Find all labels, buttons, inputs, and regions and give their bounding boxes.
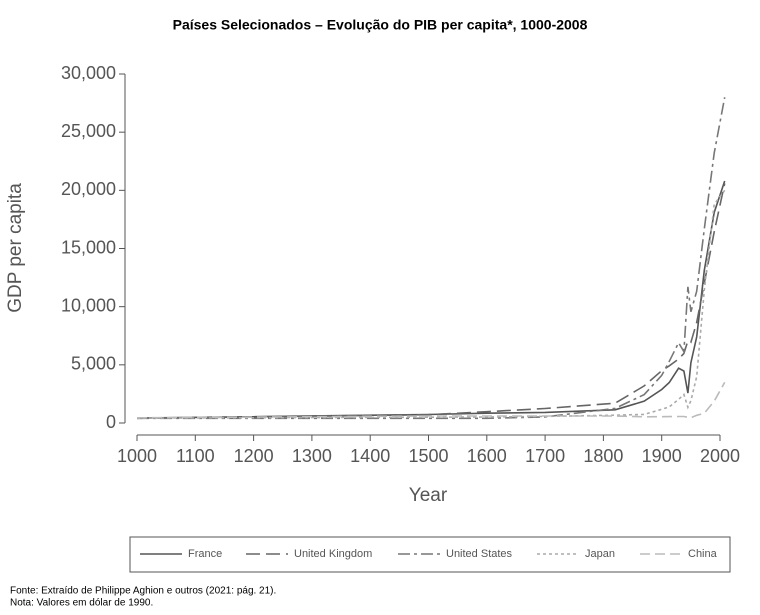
y-tick-label: 30,000 <box>61 63 116 83</box>
x-tick-label: 2000 <box>700 446 740 466</box>
legend-label: Japan <box>585 548 615 560</box>
legend-label: France <box>188 548 222 560</box>
series-line <box>136 180 726 419</box>
x-tick-label: 1100 <box>176 446 215 466</box>
value-note: Nota: Valores em dólar de 1990. <box>10 598 153 609</box>
x-tick-label: 1900 <box>642 446 682 466</box>
series-line <box>136 189 726 419</box>
x-tick-label: 1500 <box>408 446 448 466</box>
x-tick-label: 1600 <box>467 446 507 466</box>
y-axis-label: GDP per capita <box>5 183 26 313</box>
x-tick-label: 1000 <box>117 446 157 466</box>
x-tick-label: 1300 <box>292 446 332 466</box>
x-tick-label: 1400 <box>350 446 390 466</box>
y-tick-label: 5,000 <box>71 354 116 374</box>
x-tick-label: 1200 <box>234 446 274 466</box>
y-tick-label: 25,000 <box>61 121 116 141</box>
series-line <box>136 381 726 419</box>
y-tick-label: 15,000 <box>61 237 116 257</box>
x-tick-label: 1800 <box>583 446 623 466</box>
x-axis-label: Year <box>409 485 448 506</box>
x-tick-label: 1700 <box>525 446 565 466</box>
y-tick-label: 20,000 <box>61 179 116 199</box>
source-note: Fonte: Extraído de Philippe Aghion e out… <box>10 586 276 597</box>
legend-label: China <box>688 548 718 560</box>
legend-label: United States <box>446 548 513 560</box>
series-line <box>137 97 726 420</box>
legend-box <box>129 536 731 573</box>
legend-label: United Kingdom <box>294 548 372 560</box>
series-line <box>136 183 726 420</box>
y-tick-label: 0 <box>106 412 116 432</box>
chart-title: Países Selecionados – Evolução do PIB pe… <box>173 17 588 33</box>
y-tick-label: 10,000 <box>61 295 116 315</box>
